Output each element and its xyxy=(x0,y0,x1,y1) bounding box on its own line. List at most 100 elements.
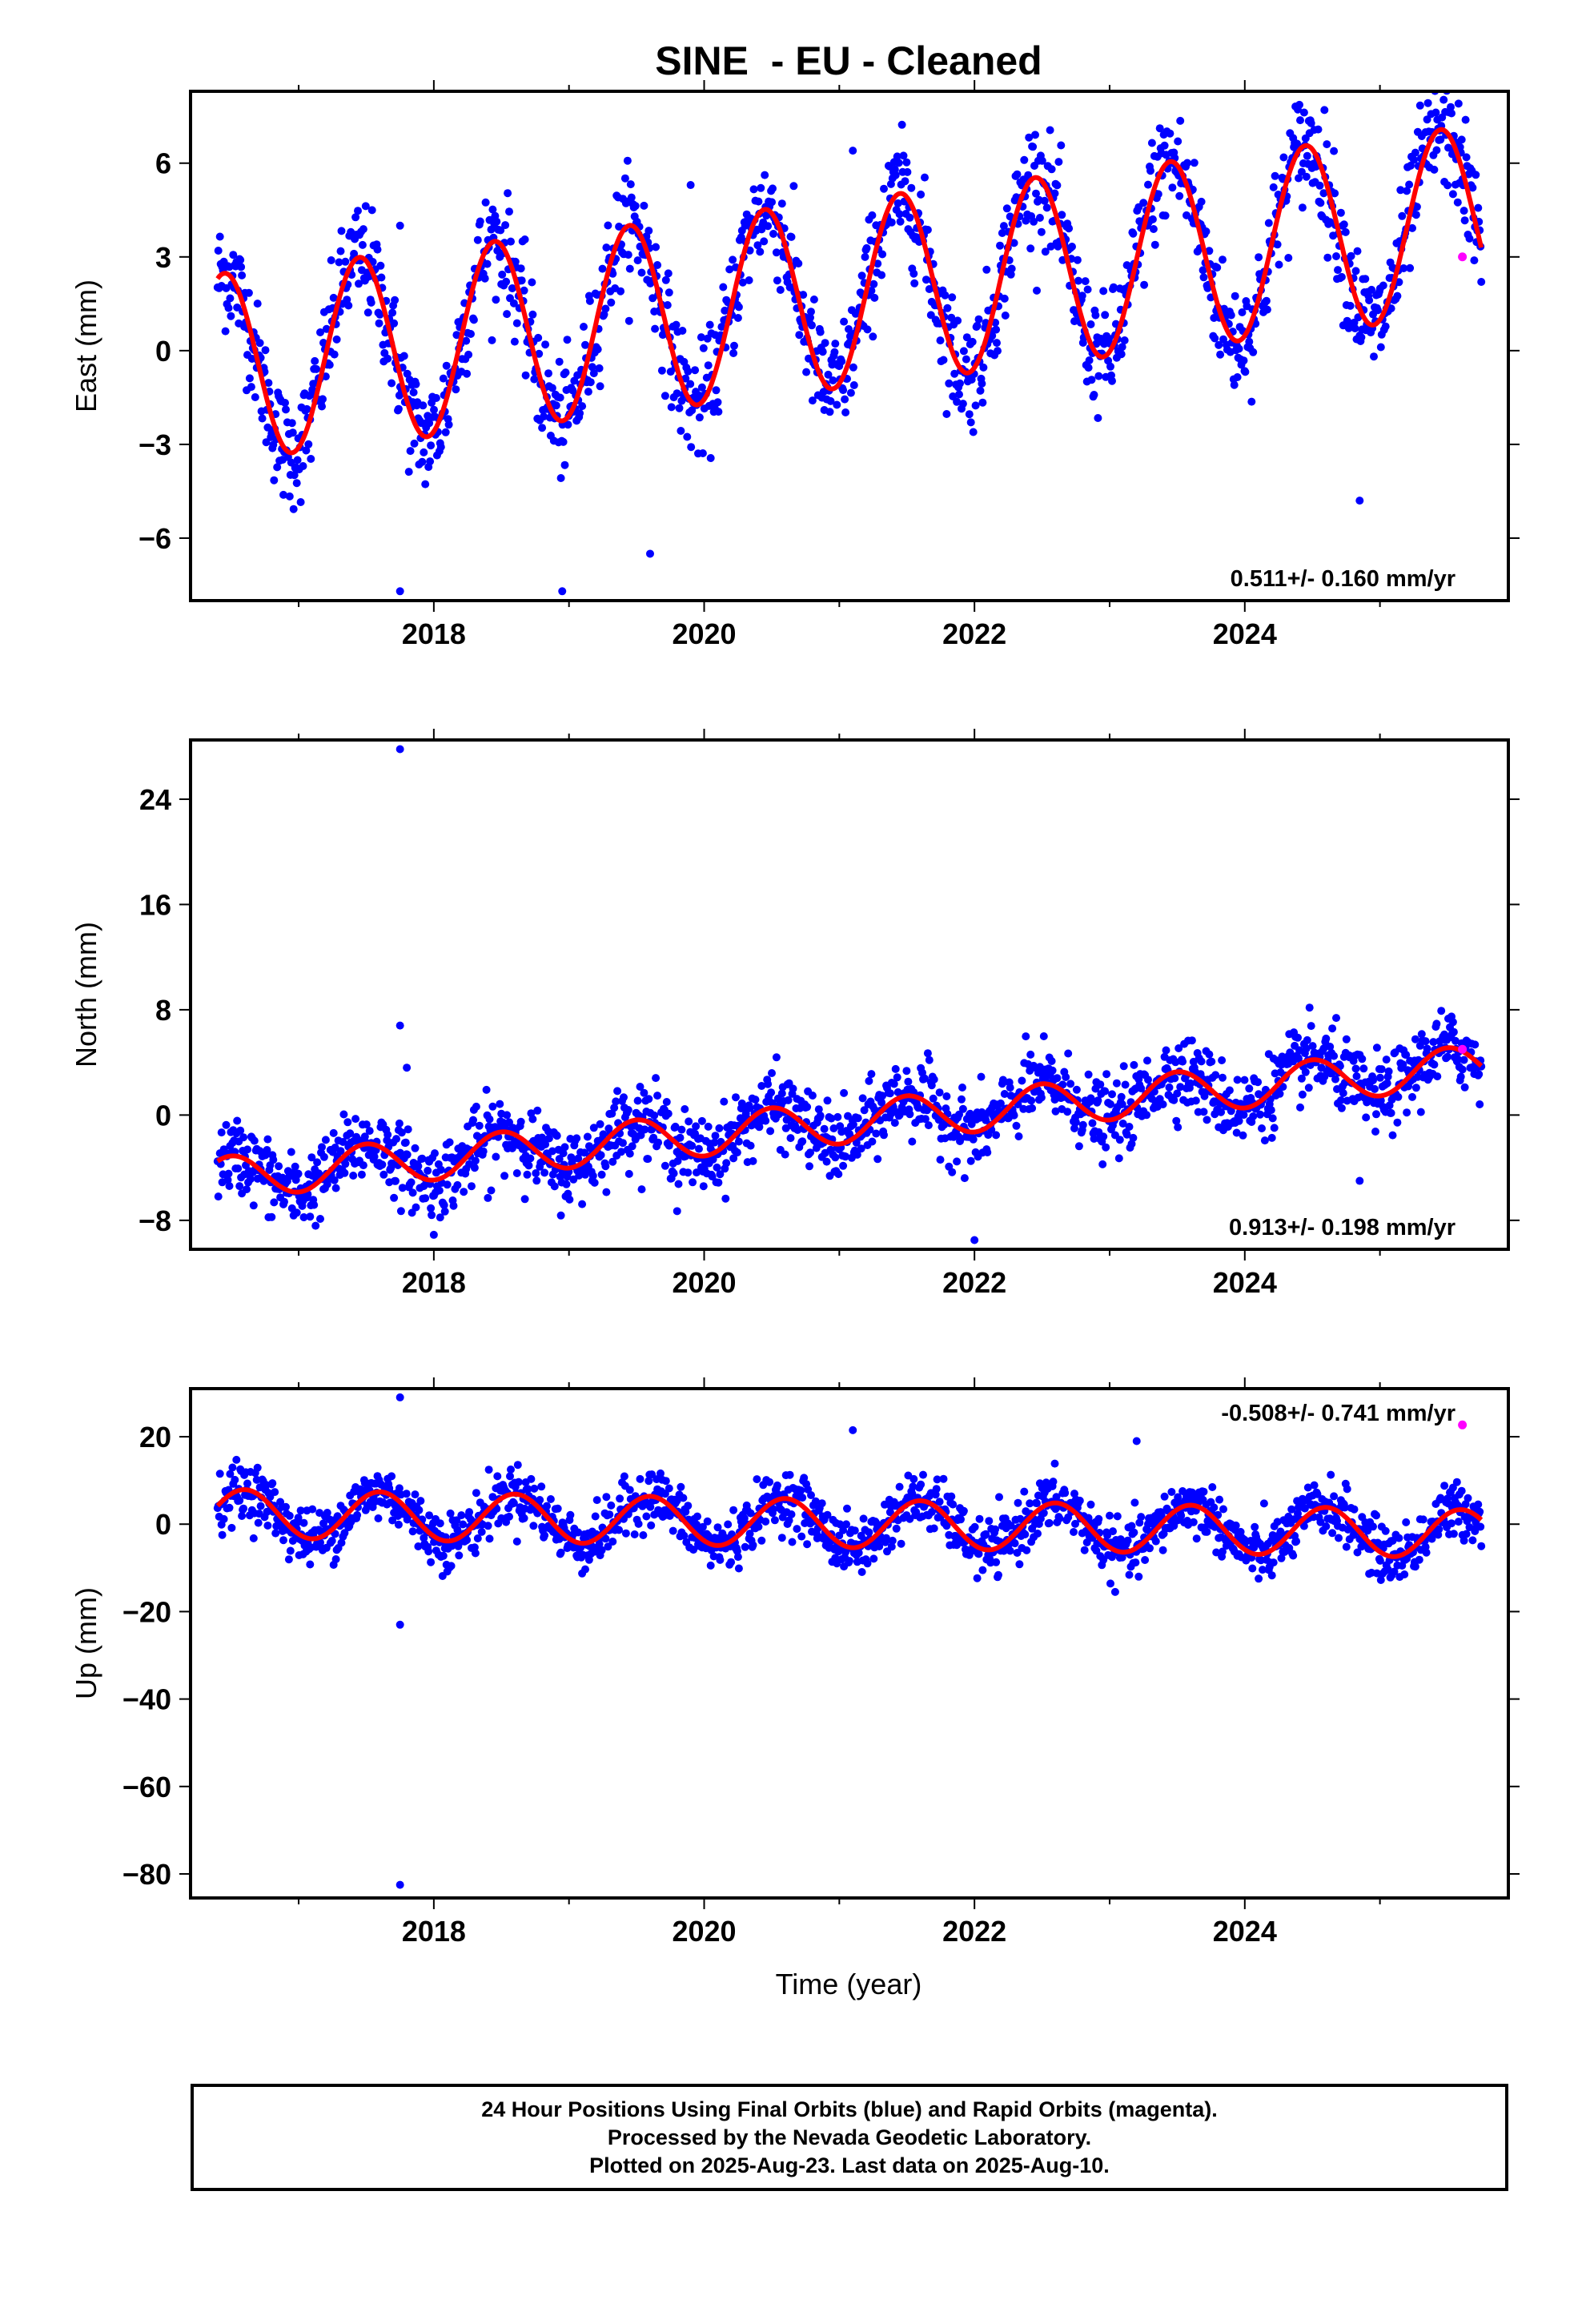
data-point xyxy=(688,406,697,415)
data-point xyxy=(1383,1079,1391,1088)
data-point xyxy=(1451,1036,1460,1045)
data-point xyxy=(727,1558,736,1566)
data-point xyxy=(1296,1103,1304,1112)
data-point xyxy=(1453,1055,1462,1063)
data-point xyxy=(322,324,331,333)
data-point xyxy=(650,1111,659,1120)
data-point xyxy=(1078,1120,1087,1129)
data-point xyxy=(624,1106,632,1114)
data-point xyxy=(625,264,634,273)
data-point xyxy=(480,274,489,283)
x-tick-label: 2020 xyxy=(672,617,736,650)
data-point xyxy=(1430,1060,1439,1069)
data-point xyxy=(1086,1094,1095,1103)
data-point xyxy=(1461,115,1470,124)
data-point xyxy=(1400,1570,1409,1578)
data-point xyxy=(802,368,811,376)
data-point xyxy=(807,1491,815,1499)
data-point xyxy=(1249,1112,1258,1120)
data-point xyxy=(488,1102,497,1111)
data-point xyxy=(219,1514,228,1523)
data-point xyxy=(808,1092,817,1100)
data-point xyxy=(653,1092,662,1100)
data-point xyxy=(529,1522,538,1530)
data-point xyxy=(1058,1080,1067,1089)
data-point xyxy=(1475,1070,1484,1079)
data-point xyxy=(279,490,287,499)
data-point xyxy=(1458,1065,1467,1074)
data-point xyxy=(1094,414,1102,422)
data-point xyxy=(1341,227,1350,236)
data-point xyxy=(693,1520,701,1529)
data-point xyxy=(897,1539,905,1548)
data-point xyxy=(947,313,956,322)
data-point xyxy=(820,1124,829,1133)
data-point xyxy=(1102,1070,1111,1079)
data-point xyxy=(306,1560,315,1569)
data-point xyxy=(709,1155,717,1164)
data-point xyxy=(512,319,521,328)
data-point xyxy=(350,249,359,258)
data-point xyxy=(1083,285,1092,294)
data-point xyxy=(1398,1562,1407,1570)
data-point xyxy=(880,184,888,193)
data-point xyxy=(336,247,345,255)
data-point xyxy=(892,1524,901,1533)
data-point xyxy=(769,1505,777,1514)
data-point xyxy=(1432,1019,1441,1028)
data-point xyxy=(512,1169,521,1177)
data-point xyxy=(236,255,245,264)
data-point xyxy=(644,1477,653,1486)
data-point xyxy=(1000,1090,1009,1098)
data-point xyxy=(1235,344,1243,353)
data-point xyxy=(714,408,723,416)
data-point xyxy=(869,1554,878,1563)
data-point xyxy=(996,1099,1005,1108)
data-point xyxy=(877,271,886,279)
data-point xyxy=(509,299,518,308)
data-point xyxy=(1320,106,1329,115)
data-point xyxy=(524,1161,533,1170)
data-point xyxy=(509,1499,518,1507)
data-point xyxy=(1006,1084,1014,1092)
data-point xyxy=(1026,244,1035,253)
data-point xyxy=(1031,131,1039,139)
data-point xyxy=(831,340,840,348)
data-point xyxy=(882,1534,890,1542)
data-point xyxy=(853,1150,861,1159)
data-point xyxy=(1474,203,1483,212)
data-point xyxy=(1197,197,1206,206)
data-point xyxy=(1239,1111,1248,1120)
data-point xyxy=(292,1208,301,1217)
data-point xyxy=(1203,1527,1211,1536)
data-point xyxy=(1365,296,1374,304)
data-point xyxy=(956,379,964,388)
data-point xyxy=(770,1516,779,1525)
data-point xyxy=(462,336,471,345)
data-point xyxy=(1323,253,1332,262)
data-point xyxy=(1353,1548,1362,1557)
y-tick-label: 8 xyxy=(155,994,171,1027)
data-point xyxy=(1033,286,1041,295)
data-point xyxy=(337,1538,346,1547)
data-point xyxy=(738,278,747,287)
data-point xyxy=(1259,1499,1268,1508)
data-point xyxy=(1421,1037,1430,1046)
data-point xyxy=(948,293,957,302)
data-point xyxy=(1150,240,1159,249)
data-point xyxy=(896,217,905,226)
data-point xyxy=(1372,1511,1380,1520)
data-point xyxy=(226,294,235,303)
data-point xyxy=(612,1097,620,1106)
data-point xyxy=(435,1186,444,1195)
data-point xyxy=(532,1176,541,1185)
data-point xyxy=(626,180,635,189)
data-point xyxy=(427,1204,436,1212)
data-point xyxy=(823,1096,832,1105)
data-point xyxy=(1372,1110,1380,1119)
data-point xyxy=(329,1128,338,1137)
data-point xyxy=(970,1522,979,1531)
data-point xyxy=(1014,1132,1023,1140)
data-point xyxy=(281,399,289,407)
data-point xyxy=(665,1511,674,1520)
